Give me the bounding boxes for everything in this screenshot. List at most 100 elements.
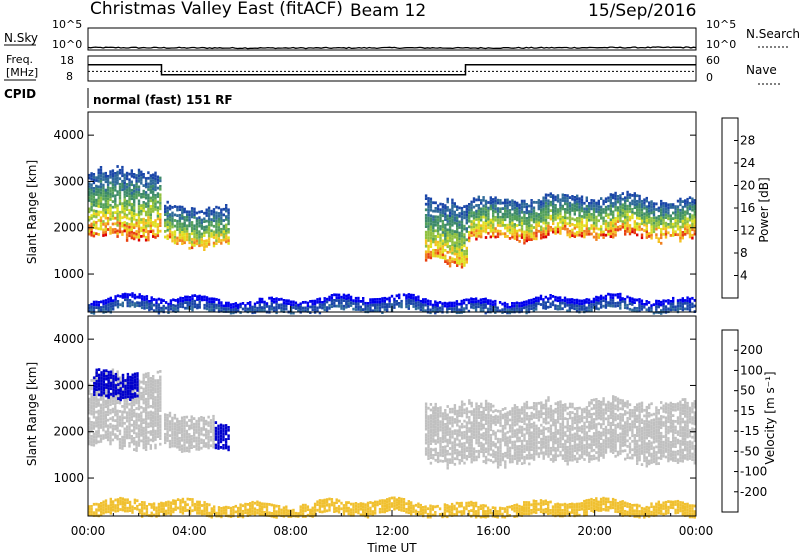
heatmap-cell (335, 304, 338, 308)
heatmap-cell (576, 219, 579, 223)
heatmap-cell (249, 306, 252, 310)
heatmap-cell (325, 300, 329, 304)
heatmap-cell (448, 236, 452, 240)
heatmap-cell (114, 298, 117, 301)
heatmap-cell (354, 308, 358, 311)
heatmap-cell (184, 301, 187, 304)
heatmap-cell (102, 222, 105, 226)
heatmap-cell (166, 425, 169, 428)
heatmap-cell (102, 302, 105, 306)
heatmap-cell (97, 193, 100, 197)
heatmap-cell (88, 232, 91, 236)
heatmap-cell (121, 444, 124, 447)
heatmap-cell (123, 209, 126, 213)
heatmap-cell (436, 204, 440, 208)
heatmap-cell (126, 386, 130, 390)
heatmap-cell (106, 438, 110, 442)
heatmap-cell (198, 238, 201, 242)
heatmap-cell (676, 219, 680, 223)
heatmap-cell (530, 210, 533, 213)
heatmap-cell (313, 299, 317, 303)
heatmap-cell (643, 201, 646, 204)
heatmap-cell (188, 419, 191, 422)
heatmap-cell (669, 234, 672, 237)
heatmap-cell (525, 211, 528, 215)
heatmap-cell (178, 439, 181, 443)
heatmap-cell (657, 217, 660, 221)
heatmap-cell (468, 430, 471, 433)
heatmap-cell (147, 221, 150, 225)
heatmap-cell (489, 405, 493, 409)
heatmap-cell (166, 430, 169, 434)
heatmap-cell (465, 260, 468, 264)
heatmap-cell (494, 434, 497, 438)
heatmap-cell (294, 304, 298, 308)
heatmap-cell (210, 232, 213, 235)
heatmap-cell (97, 376, 101, 380)
heatmap-cell (142, 195, 145, 199)
heatmap-cell (104, 197, 107, 200)
heatmap-cell (624, 224, 627, 228)
heatmap-cell (217, 310, 221, 313)
heatmap-cell (460, 246, 464, 249)
heatmap-cell (104, 299, 108, 302)
heatmap-cell (643, 215, 646, 218)
heatmap-cell (400, 305, 403, 309)
heatmap-cell (441, 250, 445, 254)
heatmap-cell (667, 203, 670, 207)
heatmap-cell (119, 387, 122, 390)
heatmap-cell (156, 382, 160, 385)
heatmap-cell (470, 209, 473, 212)
heatmap-cell (585, 300, 588, 304)
heatmap-cell (162, 304, 165, 308)
heatmap-cell (499, 421, 502, 425)
heatmap-cell (441, 245, 445, 248)
heatmap-cell (547, 300, 550, 303)
heatmap-cell (607, 213, 610, 217)
heatmap-cell (532, 231, 536, 235)
heatmap-cell (489, 196, 492, 200)
heatmap-cell (135, 190, 138, 194)
heatmap-cell (429, 217, 433, 220)
heatmap-cell (131, 295, 134, 298)
heatmap-cell (535, 223, 538, 227)
heatmap-cell (328, 295, 331, 299)
heatmap-cell (117, 391, 120, 395)
heatmap-cell (275, 302, 278, 306)
heatmap-cell (660, 205, 663, 209)
heatmap-cell (556, 194, 560, 197)
heatmap-cell (215, 219, 218, 223)
heatmap-cell (156, 225, 160, 229)
heatmap-cell (99, 437, 103, 440)
heatmap-cell (167, 308, 170, 312)
heatmap-cell (123, 382, 126, 386)
heatmap-cell (676, 227, 680, 231)
heatmap-cell (193, 431, 196, 434)
heatmap-cell (583, 302, 586, 305)
heatmap-cell (147, 372, 150, 375)
heatmap-cell (280, 309, 283, 312)
heatmap-cell (540, 231, 543, 234)
heatmap-cell (137, 438, 141, 442)
heatmap-cell (436, 224, 440, 227)
heatmap-cell (144, 400, 148, 404)
heatmap-cell (128, 299, 132, 302)
heatmap-cell (147, 202, 150, 205)
heatmap-cell (114, 183, 117, 186)
heatmap-cell (475, 419, 478, 422)
heatmap-cell (580, 223, 584, 227)
heatmap-cell (126, 384, 130, 387)
heatmap-cell (109, 442, 112, 446)
heatmap-cell (540, 205, 543, 209)
heatmap-cell (441, 302, 444, 306)
heatmap-cell (137, 235, 141, 239)
heatmap-cell (306, 301, 310, 305)
heatmap-cell (460, 408, 464, 412)
heatmap-cell (528, 235, 531, 239)
heatmap-cell (561, 307, 564, 311)
heatmap-cell (496, 212, 500, 216)
heatmap-cell (487, 424, 490, 428)
heatmap-cell (650, 225, 653, 229)
heatmap-cell (144, 383, 148, 387)
heatmap-cell (446, 220, 449, 223)
